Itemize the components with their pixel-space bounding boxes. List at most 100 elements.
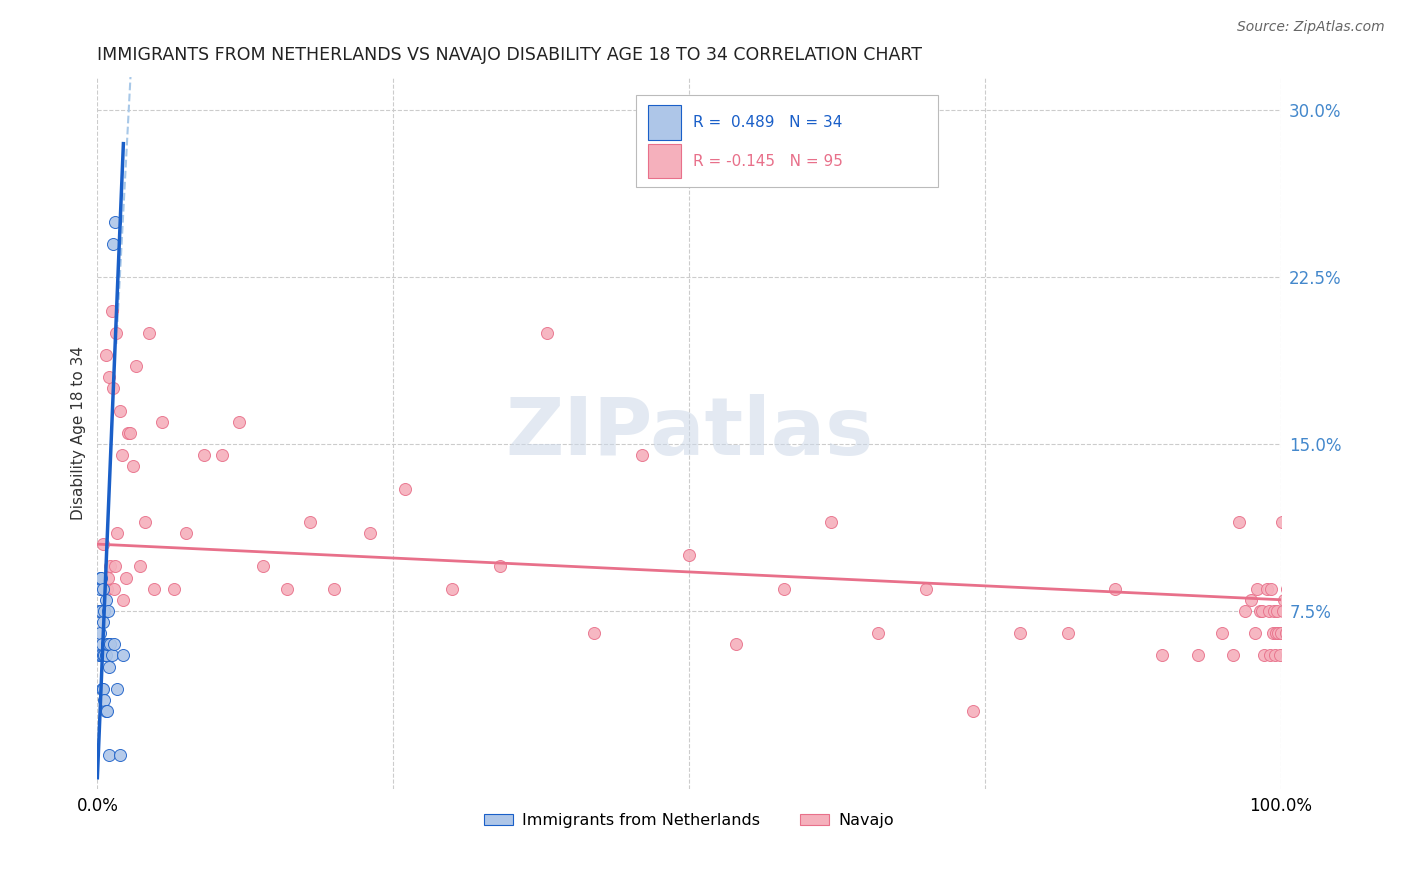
Point (93, 693, 115, 707)
Point (96, 704, 118, 718)
Point (94, 704, 117, 718)
Text: ZIPatlas: ZIPatlas (505, 394, 873, 472)
Point (97, 570, 120, 584)
Point (112, 648, 135, 663)
Point (1284, 582, 1306, 596)
Point (120, 425, 142, 440)
Point (725, 637, 748, 651)
Point (117, 425, 139, 440)
Point (104, 214, 127, 228)
Point (97, 637, 120, 651)
Point (1243, 626, 1265, 640)
Point (1240, 592, 1263, 607)
Point (1267, 626, 1289, 640)
Point (1229, 515, 1251, 529)
Point (1249, 604, 1271, 618)
Point (868, 626, 890, 640)
Point (174, 526, 197, 541)
Point (129, 559, 152, 574)
Point (96, 637, 118, 651)
Point (98, 748, 121, 763)
Text: Source: ZipAtlas.com: Source: ZipAtlas.com (1237, 20, 1385, 34)
Point (359, 526, 381, 541)
Point (105, 326, 128, 340)
Point (1272, 604, 1295, 618)
Point (93, 604, 115, 618)
Point (100, 648, 122, 663)
Point (111, 448, 134, 462)
Point (583, 626, 606, 640)
Point (1010, 626, 1032, 640)
Point (1274, 592, 1296, 607)
Point (1152, 648, 1174, 663)
Point (1234, 604, 1257, 618)
Point (228, 415, 250, 429)
Point (1264, 648, 1286, 663)
Point (90, 570, 112, 584)
Point (441, 582, 464, 596)
Point (112, 592, 135, 607)
Point (1277, 604, 1299, 618)
Point (90, 604, 112, 618)
Point (134, 515, 156, 529)
FancyBboxPatch shape (648, 105, 681, 139)
Point (114, 570, 136, 584)
Point (1260, 582, 1282, 596)
FancyBboxPatch shape (648, 145, 681, 178)
Point (143, 582, 166, 596)
Point (211, 448, 233, 462)
Point (820, 515, 842, 529)
Point (89, 626, 111, 640)
Point (125, 359, 148, 373)
Point (1256, 582, 1278, 596)
Point (94, 648, 117, 663)
Point (1261, 626, 1284, 640)
Point (772, 582, 794, 596)
Point (1289, 604, 1312, 618)
Point (89, 582, 111, 596)
Point (152, 415, 174, 429)
Point (94, 592, 117, 607)
Point (1258, 604, 1281, 618)
Point (678, 548, 700, 562)
FancyBboxPatch shape (636, 95, 938, 187)
Point (103, 582, 125, 596)
Point (101, 236, 124, 251)
Point (1285, 626, 1308, 640)
Point (107, 681, 129, 696)
Point (91, 637, 114, 651)
Point (138, 326, 160, 340)
Text: R =  0.489   N = 34: R = 0.489 N = 34 (693, 115, 842, 130)
Point (1274, 626, 1296, 640)
Point (98, 370, 121, 384)
Y-axis label: Disability Age 18 to 34: Disability Age 18 to 34 (72, 346, 86, 520)
Point (299, 515, 322, 529)
Point (276, 582, 298, 596)
Point (108, 748, 131, 763)
Point (1281, 604, 1303, 618)
Point (87, 648, 110, 663)
Point (91, 537, 114, 551)
Point (1211, 626, 1233, 640)
Point (1263, 604, 1285, 618)
Point (93, 582, 115, 596)
Point (1288, 648, 1310, 663)
Point (1278, 604, 1301, 618)
Point (962, 704, 984, 718)
Point (163, 582, 186, 596)
Point (104, 559, 127, 574)
Point (323, 582, 346, 596)
Point (121, 459, 143, 474)
Point (1265, 604, 1288, 618)
Point (1268, 648, 1291, 663)
Point (1275, 582, 1298, 596)
Point (93, 648, 115, 663)
Point (91, 648, 114, 663)
Point (1251, 604, 1274, 618)
Point (1292, 648, 1315, 663)
Point (98, 659, 121, 673)
Point (1104, 582, 1126, 596)
Legend: Immigrants from Netherlands, Navajo: Immigrants from Netherlands, Navajo (478, 806, 901, 834)
Point (103, 637, 125, 651)
Point (98, 559, 121, 574)
